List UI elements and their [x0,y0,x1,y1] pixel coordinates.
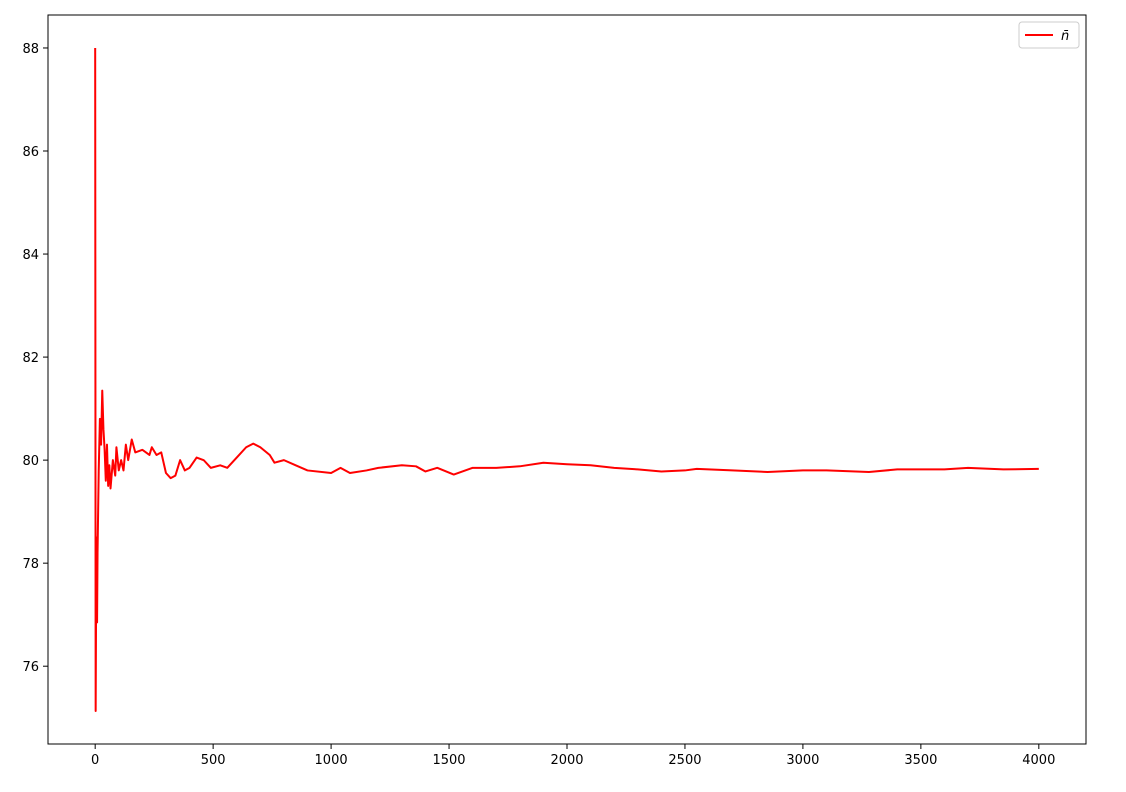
y-tick-label: 86 [22,145,39,160]
y-tick-label: 76 [22,660,39,675]
x-tick-label: 500 [201,753,226,768]
x-tick-label: 0 [91,753,99,768]
y-tick-label: 84 [22,248,39,263]
legend-label: n̄ [1061,29,1069,44]
x-tick-label: 2500 [668,753,701,768]
x-tick-label: 3500 [904,753,937,768]
x-tick-label: 3000 [786,753,819,768]
y-tick-label: 82 [22,351,39,366]
x-tick-label: 1500 [432,753,465,768]
x-tick-label: 2000 [550,753,583,768]
y-tick-label: 78 [22,557,39,572]
y-tick-label: 88 [22,42,39,57]
data-line [94,47,1039,713]
x-tick-label: 1000 [315,753,348,768]
x-tick-label: 4000 [1022,753,1055,768]
plot-frame [47,14,1087,745]
y-tick-label: 80 [22,454,39,469]
